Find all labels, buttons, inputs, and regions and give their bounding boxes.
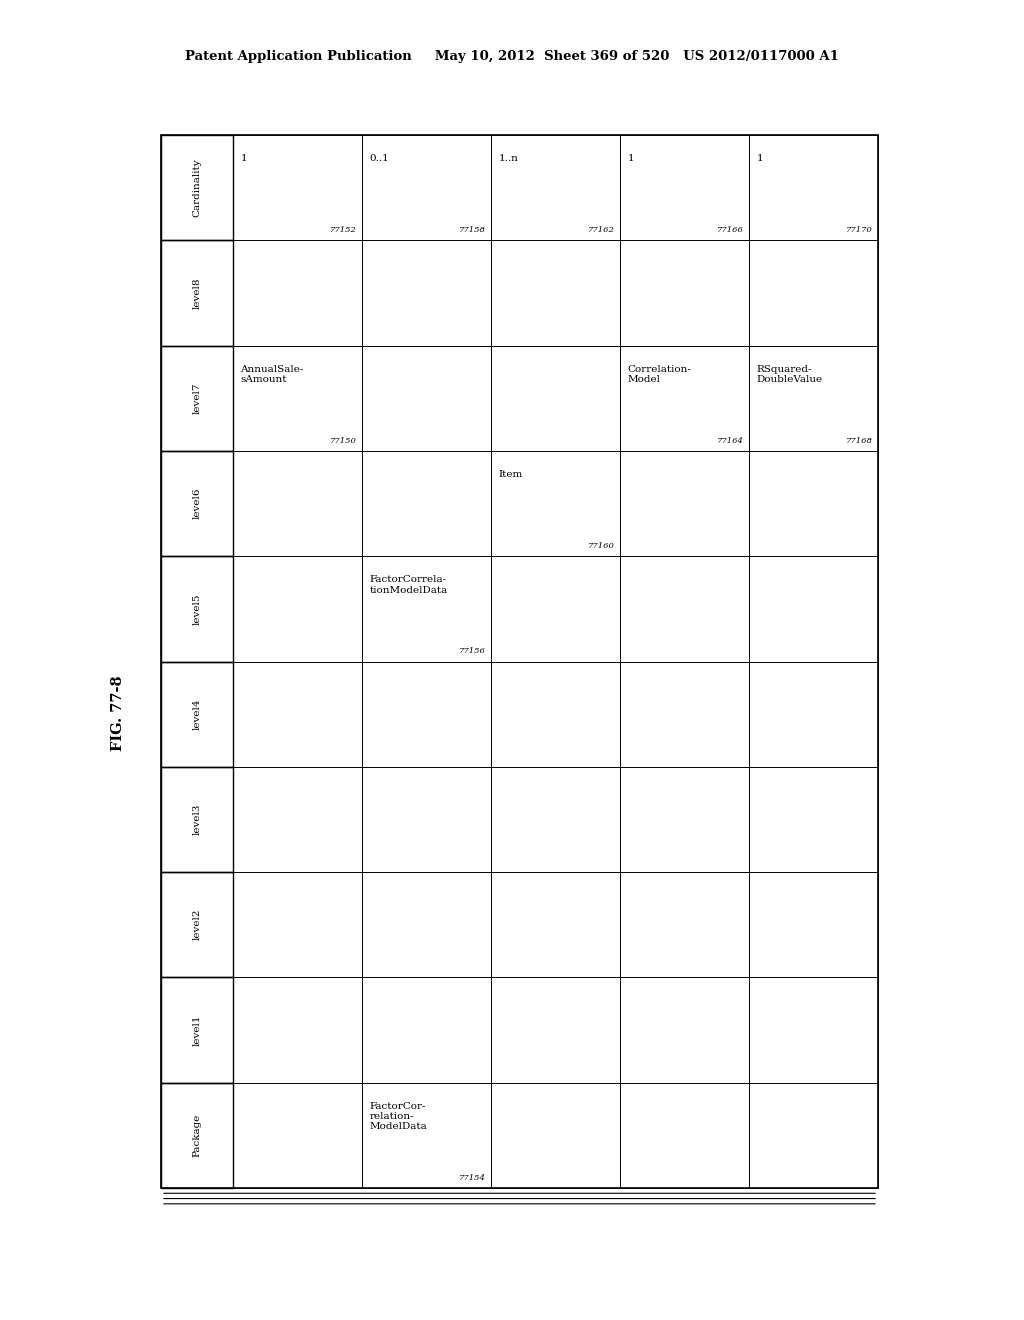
Text: level1: level1 xyxy=(193,1014,202,1045)
Text: 77160: 77160 xyxy=(588,543,614,550)
Text: FIG. 77-8: FIG. 77-8 xyxy=(111,675,125,751)
Text: level7: level7 xyxy=(193,383,202,414)
Text: 77164: 77164 xyxy=(717,437,743,445)
Text: 77152: 77152 xyxy=(330,226,356,234)
Text: 77158: 77158 xyxy=(459,226,485,234)
Text: level3: level3 xyxy=(193,804,202,836)
Text: AnnualSale-
sAmount: AnnualSale- sAmount xyxy=(241,364,304,384)
Text: Package: Package xyxy=(193,1114,202,1158)
Text: Patent Application Publication     May 10, 2012  Sheet 369 of 520   US 2012/0117: Patent Application Publication May 10, 2… xyxy=(185,50,839,63)
Text: 1: 1 xyxy=(757,154,763,162)
Text: 77166: 77166 xyxy=(717,226,743,234)
Text: level6: level6 xyxy=(193,488,202,519)
Text: 77154: 77154 xyxy=(459,1173,485,1181)
Text: level4: level4 xyxy=(193,698,202,730)
Text: 77170: 77170 xyxy=(846,226,872,234)
Text: level5: level5 xyxy=(193,593,202,624)
Text: level2: level2 xyxy=(193,909,202,940)
Text: 1: 1 xyxy=(628,154,634,162)
Text: 1: 1 xyxy=(241,154,247,162)
Text: FactorCor-
relation-
ModelData: FactorCor- relation- ModelData xyxy=(370,1102,427,1131)
Text: 77150: 77150 xyxy=(330,437,356,445)
Text: Item: Item xyxy=(499,470,523,479)
Text: 77162: 77162 xyxy=(588,226,614,234)
Text: Correlation-
Model: Correlation- Model xyxy=(628,364,691,384)
Text: FactorCorrela-
tionModelData: FactorCorrela- tionModelData xyxy=(370,576,447,594)
Text: 77156: 77156 xyxy=(459,647,485,655)
Text: 1..n: 1..n xyxy=(499,154,518,162)
Text: 0..1: 0..1 xyxy=(370,154,389,162)
Text: level8: level8 xyxy=(193,277,202,309)
Text: RSquared-
DoubleValue: RSquared- DoubleValue xyxy=(757,364,823,384)
Text: 77168: 77168 xyxy=(846,437,872,445)
Text: Cardinality: Cardinality xyxy=(193,158,202,216)
